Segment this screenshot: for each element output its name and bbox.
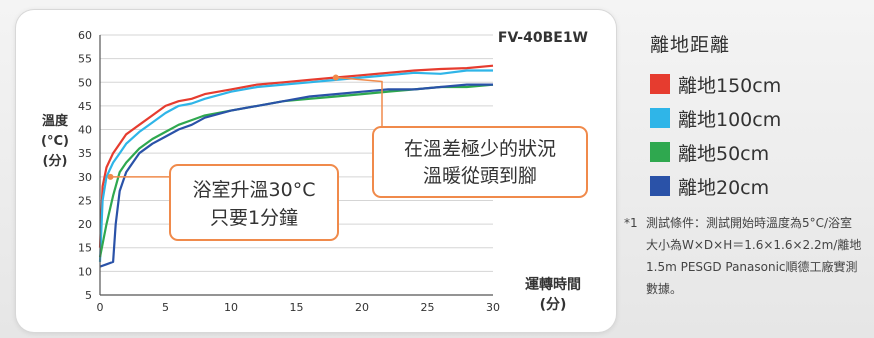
legend-item-150cm: 離地150cm [650,67,870,101]
x-axis-label: (分) [540,297,567,313]
annotation-2-dot [332,74,339,81]
y-tick-label: 60 [78,29,92,42]
y-tick-label: 15 [78,242,92,255]
x-tick-label: 15 [290,301,304,314]
note-text: 測試條件：測試開始時溫度為5°C/浴室大小為W×D×H＝1.6×1.6×2.2m… [646,216,862,296]
y-tick-label: 45 [78,100,92,113]
legend-item-100cm: 離地100cm [650,101,870,135]
test-conditions-note: *1 測試條件：測試開始時溫度為5°C/浴室大小為W×D×H＝1.6×1.6×2… [624,212,864,300]
x-tick-label: 5 [162,301,169,314]
y-axis-label: 溫度 [42,113,69,129]
y-tick-label: 5 [85,289,92,302]
y-tick-label: 40 [78,124,92,137]
annotation-1-text: 只要1分鐘 [210,207,298,229]
x-tick-label: 0 [97,301,104,314]
legend: 離地距離 離地150cm 離地100cm 離地50cm 離地20cm [650,30,870,203]
legend-swatch-150cm [650,74,670,94]
legend-swatch-100cm [650,108,670,128]
y-axis-label: (°C) [41,134,69,149]
legend-item-20cm: 離地20cm [650,169,870,203]
legend-swatch-50cm [650,142,670,162]
y-axis-label: (分) [43,153,68,169]
y-tick-label: 30 [78,171,92,184]
legend-label-100cm: 離地100cm [678,108,782,131]
note-mark: *1 [624,216,638,230]
x-axis-label: 運轉時間 [525,276,581,293]
x-tick-label: 25 [421,301,435,314]
series-line-0 [98,64,494,248]
x-tick-label: 30 [486,301,500,314]
legend-swatch-20cm [650,176,670,196]
series-line-1 [98,69,493,262]
x-tick-label: 20 [355,301,369,314]
annotation-1-dot [107,173,114,180]
series-line-3 [99,83,493,268]
y-tick-label: 35 [78,147,92,160]
series-layer [98,64,494,268]
legend-label-50cm: 離地50cm [678,142,770,165]
annotation-2-text: 在溫差極少的狀況 [404,138,556,160]
y-tick-label: 20 [78,218,92,231]
annotation-1-text: 浴室升溫30°C [193,179,316,201]
y-tick-label: 50 [78,76,92,89]
legend-item-50cm: 離地50cm [650,135,870,169]
y-tick-label: 10 [78,265,92,278]
legend-label-20cm: 離地20cm [678,176,770,199]
legend-title: 離地距離 [650,34,731,56]
series-line-2 [98,83,494,258]
y-tick-label: 25 [78,194,92,207]
model-label: FV-40BE1W [498,30,588,46]
annotation-2-text: 溫暖從頭到腳 [423,165,537,187]
annotation-1-box [169,164,339,241]
annotation-2-leader [335,76,383,128]
legend-label-150cm: 離地150cm [678,74,782,97]
y-tick-label: 55 [78,53,92,66]
annotation-2-box [372,126,588,198]
x-tick-label: 10 [224,301,238,314]
